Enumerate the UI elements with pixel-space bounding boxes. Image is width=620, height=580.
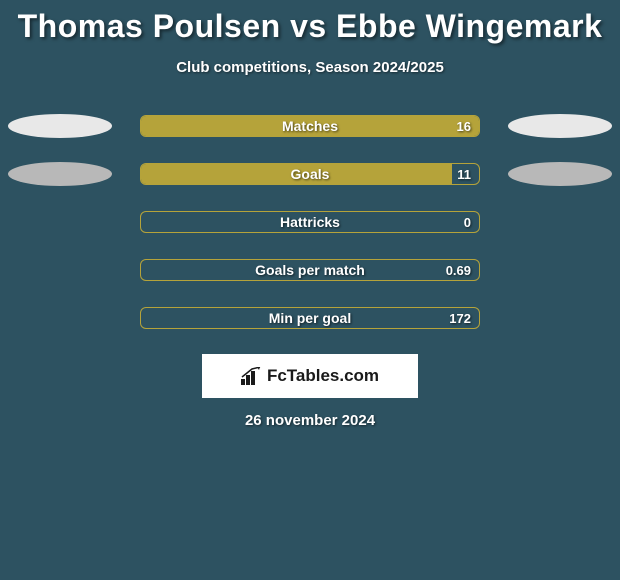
stat-bar: Goals11 [140,163,480,185]
stat-value: 0 [464,212,471,232]
player-oval-right [508,162,612,186]
stat-label: Min per goal [141,308,479,328]
date-label: 26 november 2024 [0,412,620,429]
stat-row: Goals11 [0,162,620,186]
stat-label: Goals [141,164,479,184]
player-oval-left [8,162,112,186]
stat-label: Hattricks [141,212,479,232]
stat-value: 11 [457,164,471,184]
stat-value: 172 [449,308,471,328]
stat-bar: Hattricks0 [140,211,480,233]
stat-value: 0.69 [446,260,471,280]
brand-label: FcTables.com [267,366,379,386]
stat-bar: Matches16 [140,115,480,137]
stat-label: Goals per match [141,260,479,280]
stat-row: Min per goal172 [0,306,620,330]
player-oval-right [508,114,612,138]
player-oval-left [8,114,112,138]
stat-row: Goals per match0.69 [0,258,620,282]
chart-icon [241,367,263,385]
stat-row: Hattricks0 [0,210,620,234]
stat-row: Matches16 [0,114,620,138]
brand-logo[interactable]: FcTables.com [202,354,418,398]
stat-bar: Goals per match0.69 [140,259,480,281]
subtitle: Club competitions, Season 2024/2025 [0,59,620,76]
stats-list: Matches16 Goals11 Hattricks0 Goals per matc… [0,114,620,330]
stat-bar: Min per goal172 [140,307,480,329]
stat-label: Matches [141,116,479,136]
stat-value: 16 [457,116,471,136]
page-title: Thomas Poulsen vs Ebbe Wingemark [0,8,620,45]
